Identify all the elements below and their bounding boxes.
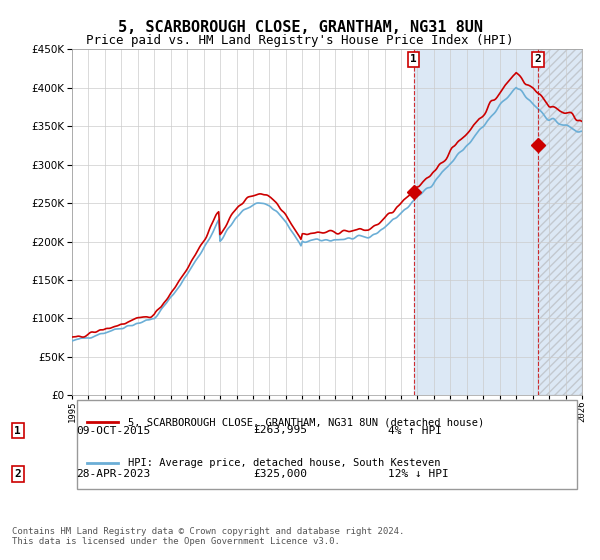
5, SCARBOROUGH CLOSE, GRANTHAM, NG31 8UN (detached house) [207, 223, 214, 230]
HPI: Average price, detached house, South Kesteven: (2.02e+03, 4e+05): Average price, detached house, South Kes… [512, 84, 520, 91]
5, SCARBOROUGH CLOSE, GRANTHAM, NG31 8UN (detached house) [536, 91, 543, 97]
Text: £325,000: £325,000 [253, 469, 307, 479]
Text: Contains HM Land Registry data © Crown copyright and database right 2024.
This d: Contains HM Land Registry data © Crown c… [12, 526, 404, 546]
HPI: Average price, detached house, South Kesteven: (2.02e+03, 3.72e+05): Average price, detached house, South Kes… [535, 106, 542, 113]
HPI: Average price, detached house, South Kesteven: (2e+03, 1.03e+05): Average price, detached house, South Kes… [154, 312, 161, 319]
5, SCARBOROUGH CLOSE, GRANTHAM, NG31 8UN (detached house) [68, 334, 76, 340]
Text: 28-APR-2023: 28-APR-2023 [77, 469, 151, 479]
Text: 1: 1 [14, 426, 21, 436]
Text: 1: 1 [410, 54, 417, 64]
5, SCARBOROUGH CLOSE, GRANTHAM, NG31 8UN (detached house) [94, 328, 101, 334]
Text: 12% ↓ HPI: 12% ↓ HPI [388, 469, 449, 479]
5, SCARBOROUGH CLOSE, GRANTHAM, NG31 8UN (detached house) [512, 69, 520, 76]
Text: HPI: Average price, detached house, South Kesteven: HPI: Average price, detached house, Sout… [128, 458, 440, 468]
Text: 2: 2 [14, 469, 21, 479]
Text: 4% ↑ HPI: 4% ↑ HPI [388, 426, 442, 436]
Line: HPI: Average price, detached house, South Kesteven: HPI: Average price, detached house, Sout… [72, 87, 582, 341]
5, SCARBOROUGH CLOSE, GRANTHAM, NG31 8UN (detached house) [152, 309, 159, 315]
Text: 5, SCARBOROUGH CLOSE, GRANTHAM, NG31 8UN: 5, SCARBOROUGH CLOSE, GRANTHAM, NG31 8UN [118, 20, 482, 35]
HPI: Average price, detached house, South Kesteven: (2e+03, 9.98e+04): Average price, detached house, South Kes… [151, 315, 158, 322]
Bar [413, 49, 582, 395]
Line: 5, SCARBOROUGH CLOSE, GRANTHAM, NG31 8UN (detached house): 5, SCARBOROUGH CLOSE, GRANTHAM, NG31 8UN… [72, 73, 582, 337]
Text: Price paid vs. HM Land Registry's House Price Index (HPI): Price paid vs. HM Land Registry's House … [86, 34, 514, 46]
Text: 09-OCT-2015: 09-OCT-2015 [77, 426, 151, 436]
HPI: Average price, detached house, South Kesteven: (2.03e+03, 3.43e+05): Average price, detached house, South Kes… [578, 128, 586, 134]
HPI: Average price, detached house, South Kesteven: (2e+03, 7.81e+04): Average price, detached house, South Kes… [93, 332, 100, 339]
Text: 5, SCARBOROUGH CLOSE, GRANTHAM, NG31 8UN (detached house): 5, SCARBOROUGH CLOSE, GRANTHAM, NG31 8UN… [128, 417, 484, 427]
Text: £263,995: £263,995 [253, 426, 307, 436]
HPI: Average price, detached house, South Kesteven: (2e+03, 7.07e+04): Average price, detached house, South Kes… [68, 338, 76, 344]
Bar [538, 49, 582, 395]
FancyBboxPatch shape [77, 400, 577, 489]
HPI: Average price, detached house, South Kesteven: (2.03e+03, 3.43e+05): Average price, detached house, South Kes… [573, 128, 580, 135]
5, SCARBOROUGH CLOSE, GRANTHAM, NG31 8UN (detached house) [79, 334, 86, 340]
5, SCARBOROUGH CLOSE, GRANTHAM, NG31 8UN (detached house) [578, 118, 586, 125]
HPI: Average price, detached house, South Kesteven: (2e+03, 2.03e+05): Average price, detached house, South Kes… [205, 236, 212, 242]
5, SCARBOROUGH CLOSE, GRANTHAM, NG31 8UN (detached house) [155, 306, 162, 312]
5, SCARBOROUGH CLOSE, GRANTHAM, NG31 8UN (detached house) [574, 117, 581, 124]
Text: 2: 2 [535, 54, 541, 64]
